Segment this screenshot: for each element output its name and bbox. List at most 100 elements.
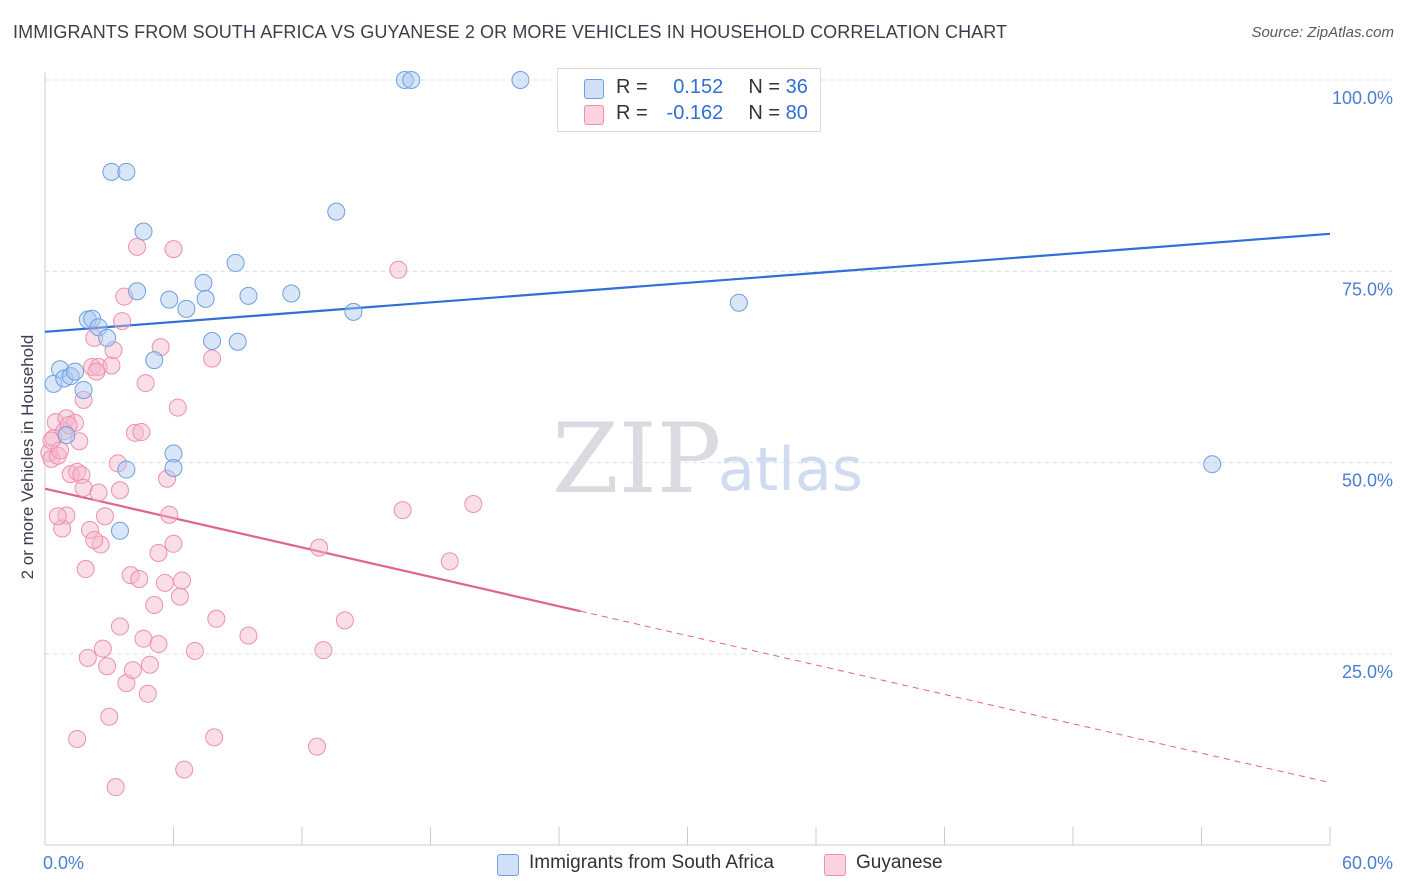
point-south-africa: [203, 331, 222, 350]
x-tick-label: 0.0%: [43, 853, 84, 873]
point-south-africa: [239, 286, 258, 305]
point-guyanese: [68, 729, 87, 748]
axes: [44, 72, 1331, 846]
legend-swatch-south-africa: [584, 79, 604, 99]
point-guyanese: [335, 611, 354, 630]
point-guyanese: [132, 423, 151, 442]
point-guyanese: [205, 728, 224, 747]
point-south-africa: [57, 426, 76, 445]
point-south-africa: [327, 202, 346, 221]
legend-n-label: N =: [748, 102, 781, 124]
y-tick-label: 25.0%: [1342, 662, 1393, 682]
trend-line-guyanese: [44, 487, 581, 613]
point-guyanese: [170, 587, 189, 606]
point-guyanese: [100, 707, 119, 726]
correlation-legend: R = 0.152 N = 36 R = -0.162 N = 80: [557, 68, 821, 132]
point-guyanese: [85, 328, 104, 347]
bottom-legend-label-south-africa: Immigrants from South Africa: [529, 852, 774, 873]
point-guyanese: [130, 569, 149, 588]
point-guyanese: [164, 240, 183, 259]
point-guyanese: [207, 609, 226, 628]
point-guyanese: [314, 641, 333, 660]
point-guyanese: [393, 501, 412, 520]
bottom-legend-swatch-guyanese: [824, 854, 846, 876]
point-guyanese: [87, 362, 106, 381]
point-south-africa: [117, 162, 136, 181]
point-guyanese: [42, 431, 61, 450]
point-guyanese: [76, 560, 95, 579]
point-south-africa: [177, 299, 196, 318]
point-south-africa: [98, 328, 117, 347]
point-guyanese: [239, 626, 258, 645]
point-south-africa: [117, 460, 136, 479]
point-guyanese: [440, 552, 459, 571]
point-south-africa: [164, 459, 183, 478]
legend-r-label: R =: [616, 76, 648, 98]
y-tick-label: 50.0%: [1342, 471, 1393, 491]
point-guyanese: [128, 237, 147, 256]
legend-n-label: N =: [748, 76, 781, 98]
point-guyanese: [89, 358, 108, 376]
point-south-africa: [145, 351, 164, 370]
point-guyanese: [464, 494, 483, 513]
point-south-africa: [74, 380, 93, 399]
watermark-atlas: atlas: [718, 435, 863, 505]
point-guyanese: [155, 573, 174, 592]
watermark-zip: ZIP: [552, 403, 721, 515]
point-south-africa: [65, 362, 84, 381]
point-guyanese: [149, 635, 168, 654]
point-guyanese: [149, 543, 168, 562]
point-guyanese: [98, 657, 117, 676]
point-guyanese: [85, 530, 104, 549]
point-guyanese: [93, 639, 112, 658]
legend-n-value-guyanese: 80: [785, 102, 808, 124]
point-south-africa: [102, 162, 121, 181]
point-south-africa: [729, 293, 748, 312]
trend-line-south-africa: [44, 232, 1331, 333]
legend-r-label: R =: [616, 102, 648, 124]
point-guyanese: [307, 737, 326, 756]
point-south-africa: [128, 282, 147, 301]
point-south-africa: [110, 521, 129, 540]
point-guyanese: [173, 571, 192, 590]
point-guyanese: [113, 312, 132, 331]
point-guyanese: [74, 390, 93, 409]
point-south-africa: [164, 444, 183, 463]
point-guyanese: [110, 617, 129, 636]
point-guyanese: [175, 760, 194, 779]
point-south-africa: [226, 253, 245, 272]
point-guyanese: [91, 535, 110, 554]
point-guyanese: [117, 674, 136, 693]
point-guyanese: [72, 465, 91, 484]
point-south-africa: [194, 273, 213, 292]
chart-title: IMMIGRANTS FROM SOUTH AFRICA VS GUYANESE…: [13, 22, 1008, 42]
tick-labels: 25.0% 50.0% 75.0% 100.0% 0.0% 60.0%: [43, 88, 1393, 873]
y-tick-label: 75.0%: [1342, 279, 1393, 299]
point-guyanese: [102, 356, 121, 375]
point-guyanese: [53, 519, 72, 538]
point-guyanese: [389, 260, 408, 279]
point-south-africa: [228, 332, 247, 351]
point-guyanese: [140, 655, 159, 674]
x-tick-label: 60.0%: [1342, 853, 1393, 873]
point-south-africa: [511, 71, 530, 89]
point-south-africa: [134, 222, 153, 241]
source-label: Source: ZipAtlas.com: [1251, 24, 1394, 41]
legend-swatch-guyanese: [584, 105, 604, 125]
point-guyanese: [168, 398, 187, 417]
y-axis-label: 2 or more Vehicles in Household: [18, 335, 37, 580]
point-guyanese: [89, 483, 108, 502]
point-guyanese: [160, 505, 179, 524]
legend-r-value-guyanese: -0.162: [666, 102, 724, 124]
point-guyanese: [48, 507, 67, 526]
bottom-legend-label-guyanese: Guyanese: [856, 852, 943, 873]
point-guyanese: [134, 629, 153, 648]
legend-r-value-south-africa: 0.152: [673, 76, 724, 98]
point-guyanese: [151, 338, 170, 357]
gridlines: [45, 79, 1392, 655]
point-south-africa: [344, 302, 363, 321]
point-south-africa: [395, 71, 414, 89]
point-guyanese: [136, 374, 155, 393]
data-points: [40, 71, 1222, 797]
